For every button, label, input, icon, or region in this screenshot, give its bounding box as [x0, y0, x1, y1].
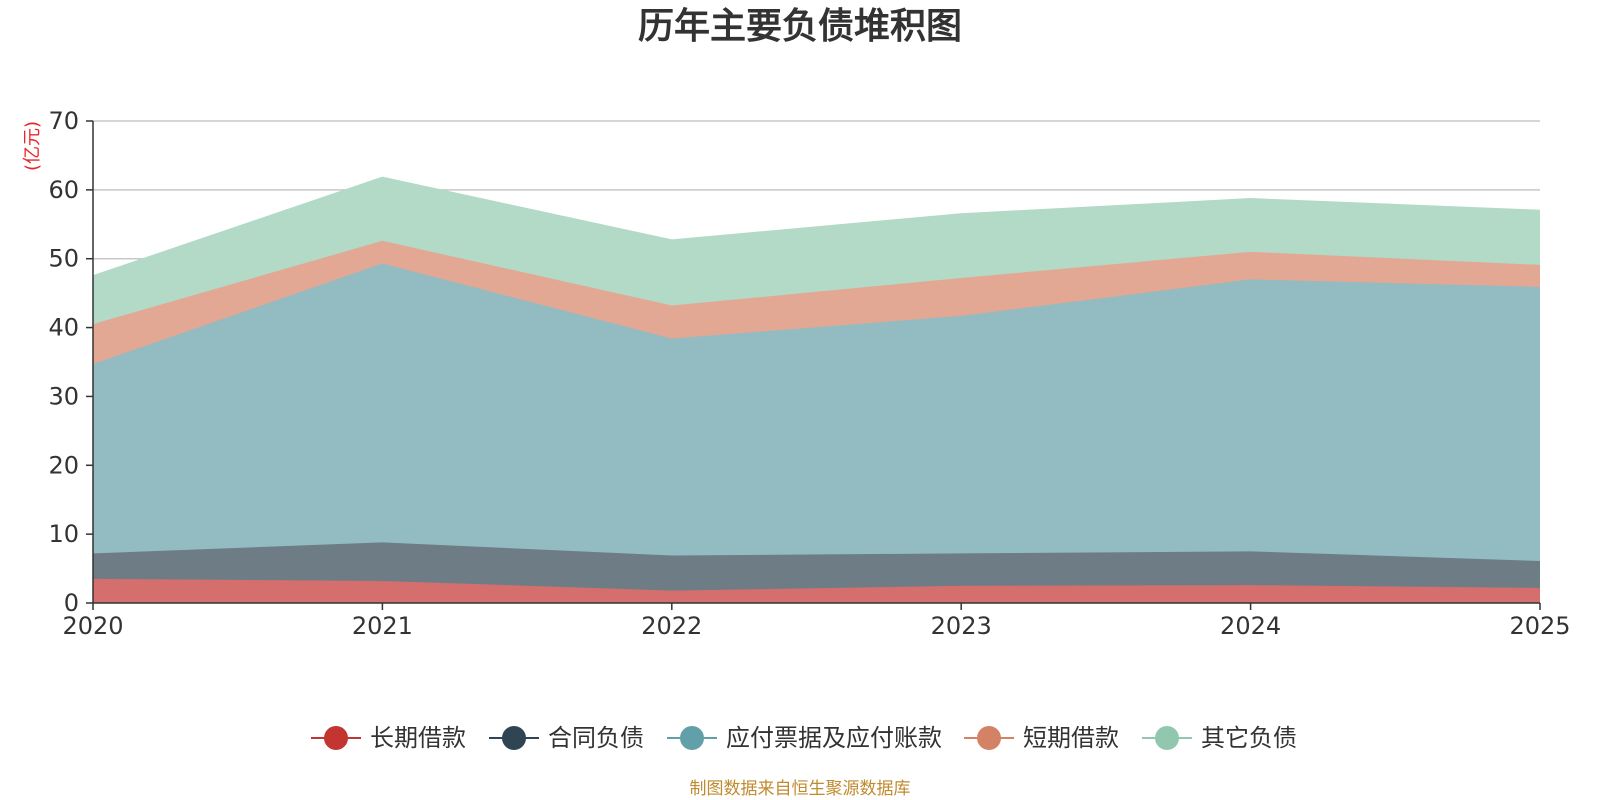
x-tick-label: 2024: [1220, 612, 1281, 640]
area-series-2[interactable]: [93, 542, 1540, 591]
x-tick-label: 2021: [352, 612, 413, 640]
area-top-edge-5: [92, 176, 1541, 277]
area-series-5[interactable]: [93, 177, 1540, 325]
legend-marker: [680, 726, 704, 750]
x-tick-label: 2025: [1509, 612, 1570, 640]
legend-marker: [324, 726, 348, 750]
x-tick-label: 2023: [931, 612, 992, 640]
legend-marker: [1155, 726, 1179, 750]
x-tick-label: 2022: [641, 612, 702, 640]
area-series-3[interactable]: [93, 263, 1540, 561]
legend-label: 应付票据及应付账款: [726, 724, 942, 752]
legend[interactable]: 长期借款 合同负债 应付票据及应付账款 短期借款 其它负债: [311, 724, 1297, 752]
axes: 0 10 20 30 40 50 60 70 2020 2021 2022 2023 2024 2025: [48, 107, 1570, 640]
chart-title: 历年主要负债堆积图: [638, 6, 962, 47]
y-tick-label: 40: [48, 314, 79, 342]
source-note: 制图数据来自恒生聚源数据库: [690, 779, 911, 799]
legend-marker: [502, 726, 526, 750]
legend-item-5[interactable]: 其它负债: [1142, 724, 1297, 752]
y-tick-label: 50: [48, 245, 79, 273]
legend-label: 其它负债: [1201, 724, 1297, 752]
area-series: [92, 176, 1541, 603]
y-tick-label: 30: [48, 382, 79, 410]
legend-marker: [977, 726, 1001, 750]
legend-label: 长期借款: [370, 724, 466, 752]
legend-item-1[interactable]: 长期借款: [311, 724, 466, 752]
area-series-4[interactable]: [93, 240, 1540, 365]
legend-item-4[interactable]: 短期借款: [964, 724, 1119, 752]
y-tick-label: 70: [48, 107, 79, 135]
legend-item-2[interactable]: 合同负债: [489, 724, 644, 752]
y-tick-label: 0: [64, 589, 79, 617]
y-axis-unit-label: (亿元): [22, 121, 43, 171]
legend-item-3[interactable]: 应付票据及应付账款: [667, 724, 942, 752]
y-tick-label: 60: [48, 176, 79, 204]
y-tick-label: 10: [48, 520, 79, 548]
legend-label: 短期借款: [1023, 724, 1119, 752]
legend-label: 合同负债: [548, 724, 644, 752]
x-tick-label: 2020: [62, 612, 123, 640]
y-tick-label: 20: [48, 451, 79, 479]
area-series-1[interactable]: [93, 578, 1540, 603]
